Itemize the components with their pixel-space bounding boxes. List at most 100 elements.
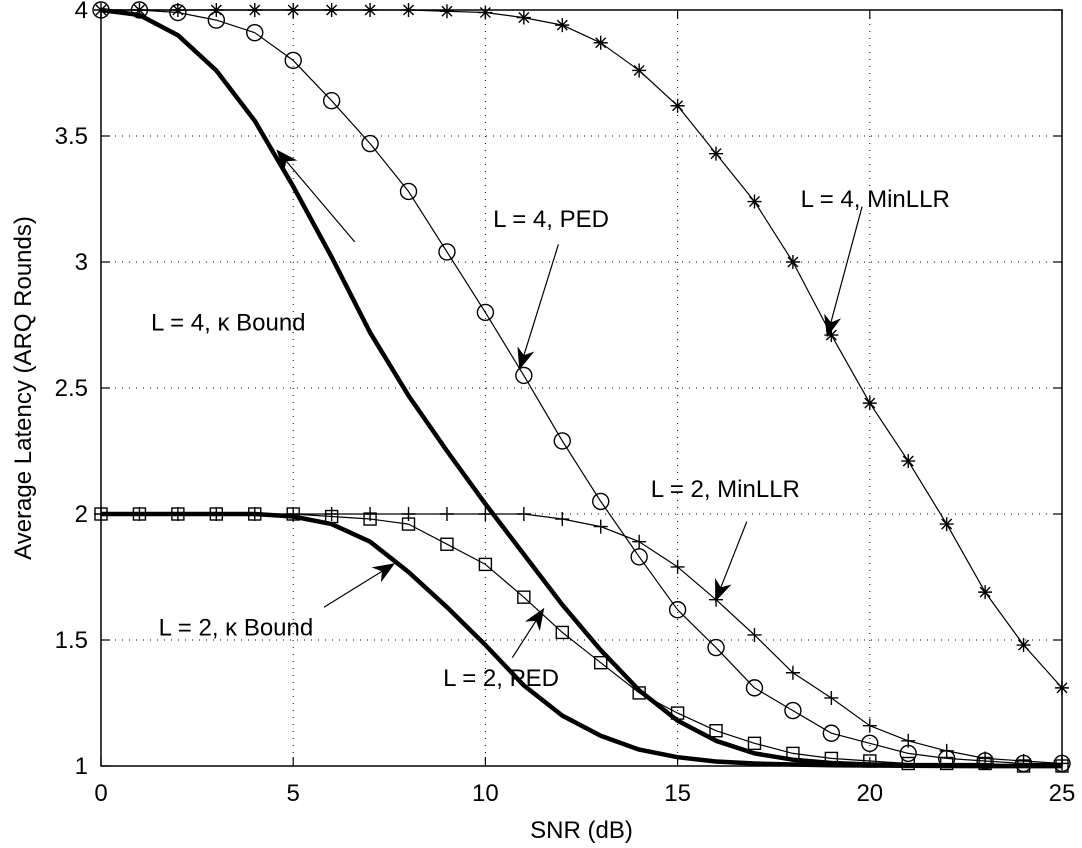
x-tick-label: 10	[472, 780, 499, 807]
y-tick-label: 2	[75, 501, 88, 528]
circle-marker	[707, 638, 725, 657]
asterisk-marker	[747, 194, 762, 209]
square-marker	[939, 756, 954, 771]
annotation-label: L = 4, PED	[493, 206, 609, 233]
square-marker	[747, 736, 762, 751]
circle-marker	[476, 303, 495, 322]
y-tick-label: 3.5	[55, 123, 88, 150]
plus-marker	[478, 507, 493, 521]
annotation-label: L = 2, MinLLR	[651, 476, 800, 503]
circle-marker	[284, 51, 302, 70]
series-0	[94, 3, 1069, 695]
plus-marker	[593, 519, 608, 534]
series-line	[101, 9, 1062, 765]
plus-marker	[555, 512, 570, 527]
asterisk-marker	[439, 4, 454, 19]
annotation: L = 4, PED	[493, 206, 609, 370]
x-axis-title: SNR (dB)	[530, 817, 633, 844]
plus-marker	[324, 507, 339, 521]
circle-marker	[630, 548, 648, 566]
x-tick-label: 0	[94, 780, 107, 807]
circle-marker	[361, 134, 379, 153]
square-marker	[517, 590, 531, 604]
circle-marker	[668, 601, 687, 619]
square-marker	[594, 655, 608, 670]
plus-marker	[901, 733, 916, 748]
annotation: L = 2, MinLLR	[651, 476, 800, 602]
annotation-arrow	[715, 521, 748, 602]
asterisk-marker	[785, 255, 800, 269]
annotation-label: L = 2, PED	[443, 665, 559, 692]
circle-marker	[246, 23, 264, 42]
annotation-label: L = 4, κ Bound	[151, 309, 306, 336]
asterisk-marker	[632, 63, 647, 78]
circle-marker	[822, 724, 841, 742]
plus-marker	[670, 559, 685, 574]
square-marker	[632, 686, 646, 700]
plus-marker	[862, 718, 877, 733]
y-axis-title: Average Latency (ARQ Rounds)	[10, 216, 37, 560]
annotation: L = 4, κ Bound	[151, 149, 356, 336]
asterisk-marker	[939, 517, 954, 532]
plus-marker	[516, 507, 531, 521]
plus-marker	[939, 743, 954, 758]
circle-marker	[438, 243, 456, 261]
series-group	[92, 1, 1071, 773]
asterisk-marker	[862, 396, 877, 411]
asterisk-marker	[1016, 638, 1031, 653]
plus-marker	[401, 507, 416, 521]
series-1	[92, 1, 1071, 773]
annotation-arrow	[517, 244, 560, 370]
circle-marker	[399, 182, 418, 201]
annotations: L = 4, MinLLR L = 4, PED L = 4, κ Bound L =…	[151, 149, 950, 692]
x-tick-label: 20	[856, 780, 883, 807]
circle-marker	[322, 92, 341, 110]
y-tick-label: 1.5	[55, 627, 88, 654]
plot-frame	[100, 9, 1063, 767]
circle-marker	[861, 734, 879, 753]
asterisk-marker	[709, 146, 724, 161]
square-marker	[363, 512, 377, 526]
annotation-label: L = 4, MinLLR	[801, 186, 950, 213]
annotation-arrow	[323, 563, 396, 608]
plus-marker	[747, 627, 762, 642]
y-tick-label: 4	[75, 0, 88, 24]
square-marker	[978, 756, 992, 771]
y-tick-label: 3	[75, 249, 88, 276]
grid	[101, 10, 1062, 766]
square-marker	[709, 724, 723, 738]
asterisk-marker	[516, 10, 531, 25]
asterisk-marker	[978, 585, 993, 600]
asterisk-marker	[555, 18, 570, 33]
plus-marker	[785, 665, 800, 680]
square-marker	[555, 625, 569, 640]
plus-marker	[632, 534, 647, 549]
x-tick-label: 25	[1049, 780, 1076, 807]
square-marker	[670, 706, 685, 720]
series-line	[100, 7, 1062, 769]
y-tick-label: 2.5	[55, 375, 88, 402]
annotation-arrow	[511, 607, 545, 658]
circle-marker	[169, 3, 187, 22]
annotation: L = 2, κ Bound	[159, 563, 396, 641]
circle-marker	[745, 679, 764, 697]
y-tick-label: 1	[75, 753, 88, 780]
circle-marker	[207, 11, 226, 29]
asterisk-marker	[824, 328, 839, 343]
square-marker	[440, 537, 454, 551]
x-tick-label: 15	[664, 780, 691, 807]
asterisk-marker	[670, 98, 685, 113]
square-marker	[478, 557, 493, 572]
circle-marker	[553, 432, 571, 450]
circle-marker	[592, 492, 610, 511]
annotation: L = 4, MinLLR	[801, 186, 950, 338]
ticks: 0 5 10 15 20 25 1 1.5 2 2.5 3 3.5 4	[55, 0, 1076, 807]
series-2	[100, 7, 1062, 769]
square-marker	[401, 517, 416, 531]
annotation-label: L = 2, κ Bound	[159, 614, 314, 641]
circle-marker	[784, 701, 802, 720]
annotation-arrow	[276, 149, 356, 243]
x-tick-label: 5	[287, 780, 300, 807]
plus-marker	[439, 507, 454, 521]
